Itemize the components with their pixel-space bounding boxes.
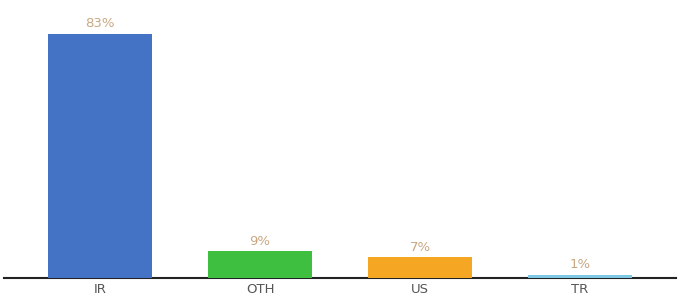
Bar xyxy=(368,257,472,278)
Bar xyxy=(48,34,152,278)
Text: 1%: 1% xyxy=(569,259,590,272)
Text: 83%: 83% xyxy=(86,17,115,30)
Bar xyxy=(208,251,312,278)
Bar xyxy=(528,275,632,278)
Text: 7%: 7% xyxy=(409,241,430,254)
Text: 9%: 9% xyxy=(250,235,271,248)
